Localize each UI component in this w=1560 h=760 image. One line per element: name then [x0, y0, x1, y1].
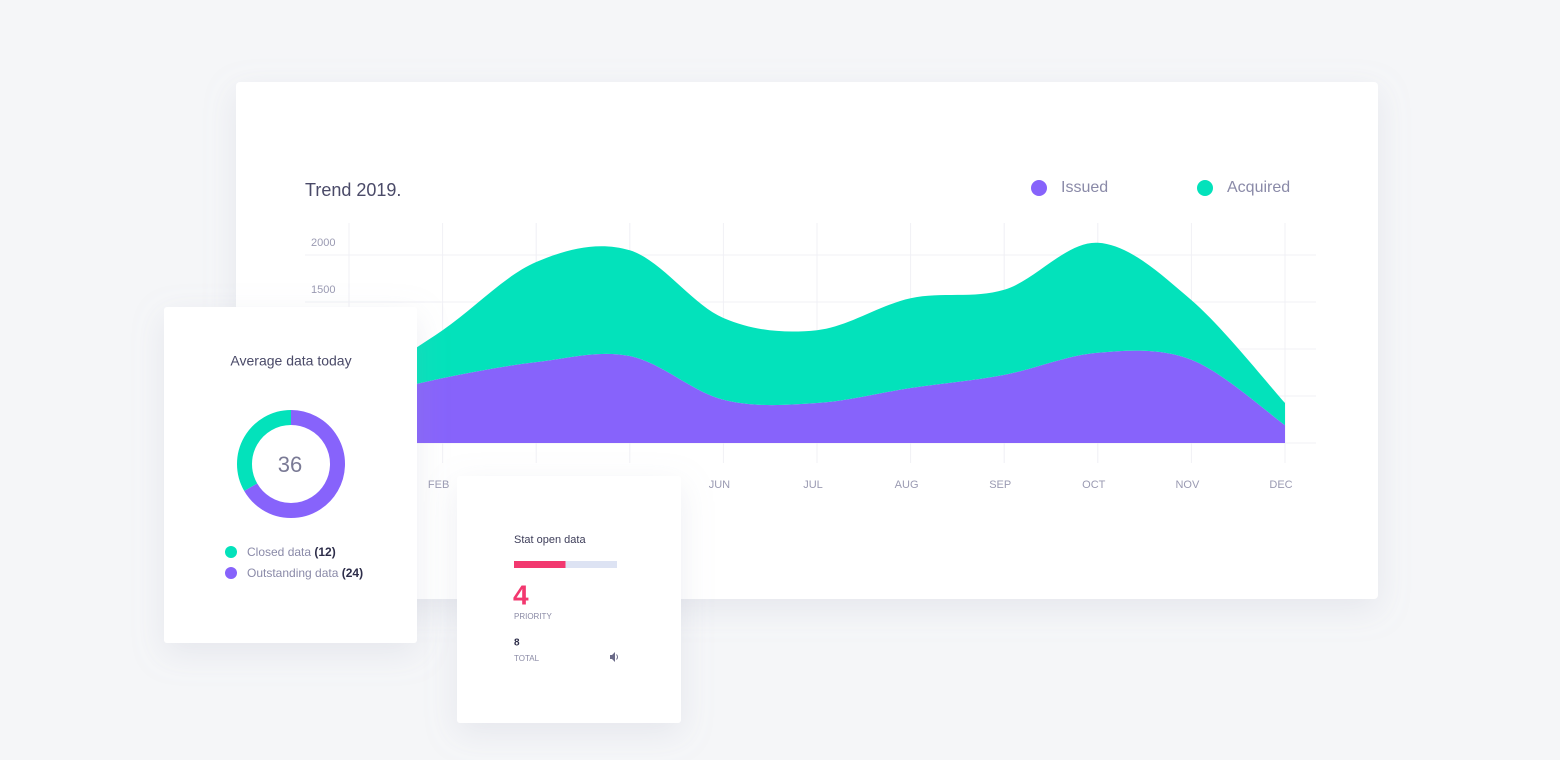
donut-title: Average data today [230, 353, 351, 369]
legend-label: Issued [1061, 179, 1108, 196]
total-value: 8 [514, 638, 520, 649]
y-tick-label: 2000 [311, 237, 335, 249]
x-tick-label: JUN [709, 479, 730, 491]
legend-value: (12) [314, 545, 335, 559]
progress-fill [514, 561, 566, 568]
x-tick-label: NOV [1175, 479, 1200, 491]
priority-value: 4 [513, 579, 529, 610]
legend-label: Acquired [1227, 179, 1290, 196]
legend-value: (24) [342, 566, 363, 580]
chart-title: Trend 2019. [305, 180, 401, 200]
x-tick-label: SEP [989, 479, 1011, 491]
legend-label: Outstanding data (24) [247, 566, 363, 580]
x-tick-label: OCT [1082, 479, 1106, 491]
card [457, 476, 681, 723]
legend-marker [225, 546, 237, 558]
legend-marker [1031, 180, 1047, 196]
legend-marker [225, 567, 237, 579]
legend-name: Outstanding data [247, 566, 339, 580]
card [164, 307, 417, 643]
donut-card: Average data today 36 Closed data (12) Ou… [164, 307, 417, 643]
total-label: TOTAL [514, 654, 540, 663]
priority-label: PRIORITY [514, 612, 552, 621]
stat-title: Stat open data [514, 534, 586, 546]
x-tick-label: DEC [1269, 479, 1292, 491]
trend-card: Trend 2019. 0500100015002000FEBJUNJULAUG… [236, 82, 1378, 599]
y-tick-label: 1500 [311, 284, 335, 296]
legend-marker [1197, 180, 1213, 196]
x-tick-label: JUL [803, 479, 823, 491]
area [349, 242, 1285, 426]
x-tick-label: FEB [428, 479, 449, 491]
donut-segment [244, 410, 345, 518]
stat-card: Stat open data 4 PRIORITY 8 TOTAL [457, 476, 681, 723]
donut-segment [237, 410, 292, 491]
donut-center: 36 [278, 452, 302, 477]
x-tick-label: AUG [895, 479, 919, 491]
speaker-icon[interactable] [610, 652, 618, 662]
legend-label: Closed data (12) [247, 545, 336, 559]
legend-name: Closed data [247, 545, 311, 559]
area [349, 350, 1285, 443]
